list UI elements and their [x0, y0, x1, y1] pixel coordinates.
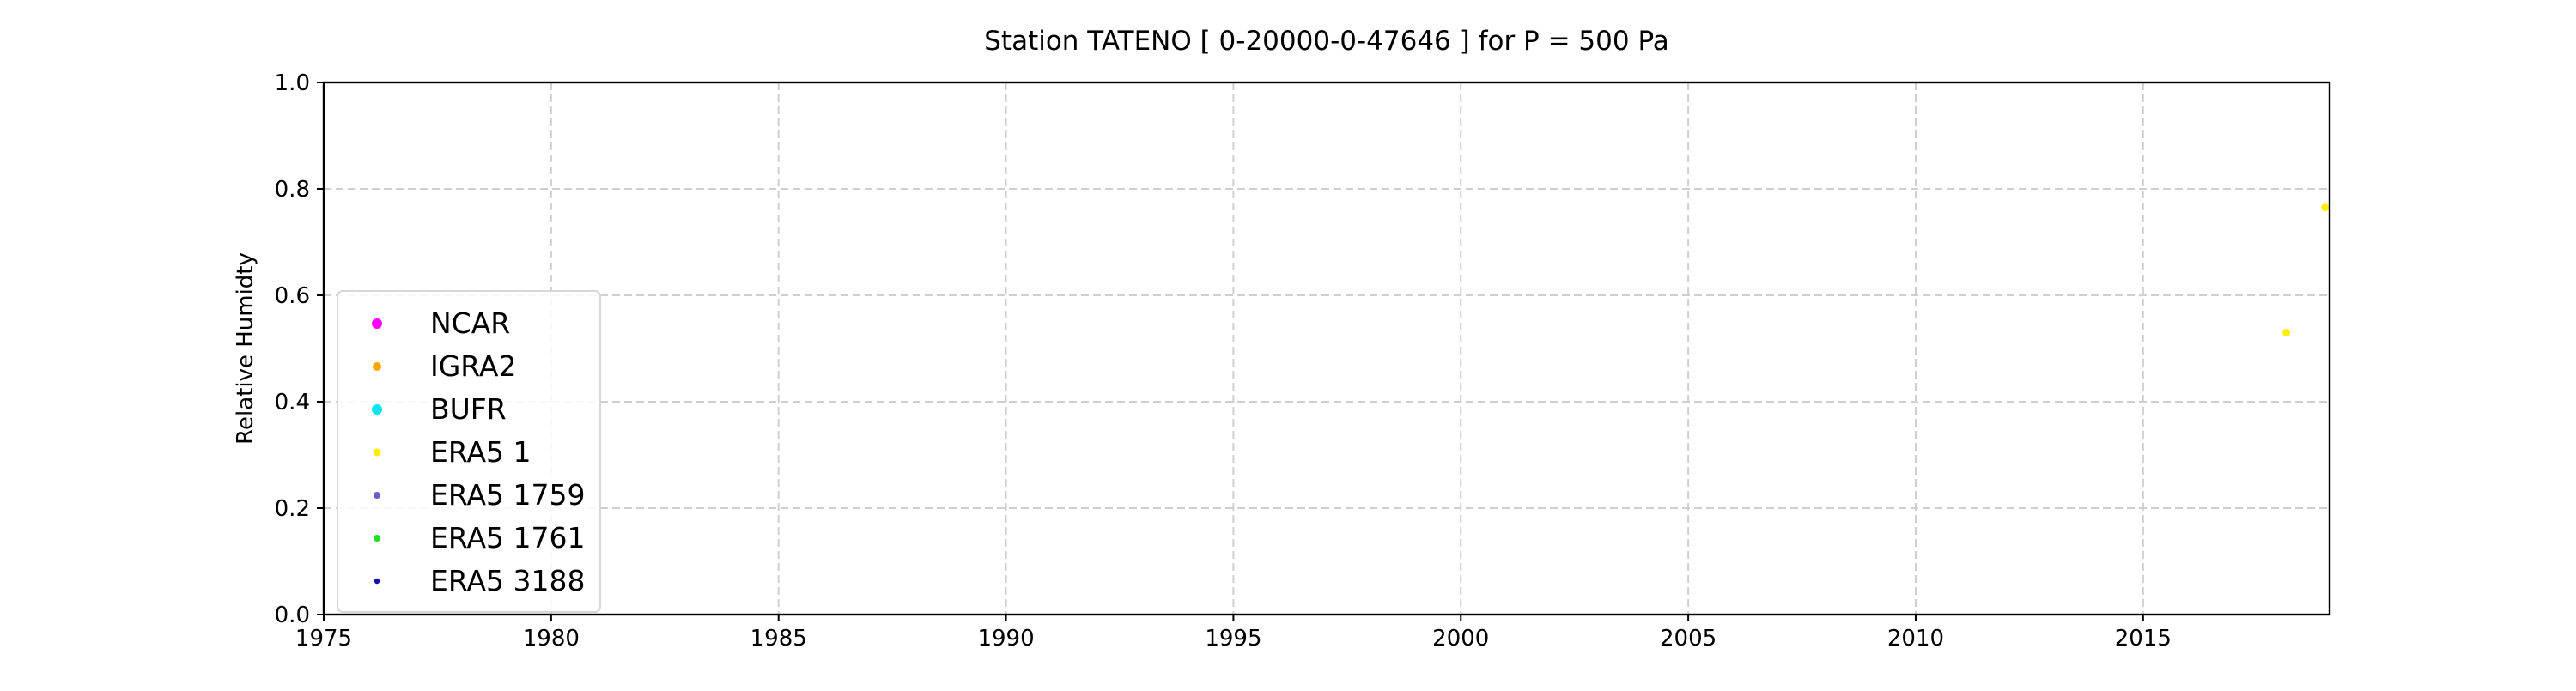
y-tick-label: 0.8 — [275, 177, 310, 203]
legend-box — [337, 290, 601, 613]
plot-area-frame — [322, 81, 2331, 616]
x-tick-label: 2010 — [1887, 626, 1944, 652]
legend-label: ERA5 1759 — [430, 478, 586, 512]
chart-title: Station TATENO [ 0-20000-0-47646 ] for P… — [984, 26, 1669, 57]
legend-marker — [373, 448, 381, 457]
legend-label: NCAR — [430, 306, 510, 340]
x-tick-label: 1995 — [1205, 626, 1261, 652]
x-tick-label: 1980 — [523, 626, 580, 652]
legend-marker — [372, 404, 382, 415]
data-points — [2282, 203, 2330, 336]
legend-marker — [374, 578, 380, 585]
y-tick-label: 0.0 — [275, 603, 310, 628]
y-tick-label: 0.4 — [275, 390, 310, 415]
x-tick-label: 1990 — [977, 626, 1034, 652]
legend-marker — [374, 492, 380, 499]
axis-ticks: 1975 1980 1985 1990 1995 2000 2005 2010 2015 0.0 0… — [275, 70, 2172, 652]
y-tick-label: 0.2 — [275, 496, 310, 522]
x-tick-label: 2015 — [2115, 626, 2172, 652]
data-point — [2282, 328, 2291, 336]
legend-label: IGRA2 — [430, 349, 516, 383]
x-tick-label: 1975 — [295, 626, 352, 652]
y-axis-label: Relative Humidty — [233, 252, 258, 445]
legend-marker — [372, 318, 382, 329]
x-tick-label: 2000 — [1432, 626, 1489, 652]
legend-label: ERA5 3188 — [430, 564, 586, 597]
y-tick-label: 1.0 — [275, 70, 310, 96]
legend-label: ERA5 1 — [430, 435, 532, 469]
x-tick-label: 2005 — [1660, 626, 1716, 652]
y-tick-label: 0.6 — [275, 283, 310, 309]
legend-marker — [373, 362, 381, 371]
data-point — [2321, 203, 2330, 212]
legend-marker — [374, 535, 380, 542]
grid-lines — [324, 82, 2330, 615]
x-tick-label: 1985 — [750, 626, 807, 652]
legend: NCAR IGRA2 BUFR ERA5 1 ERA5 1759 ERA5 1761 ERA… — [337, 290, 601, 613]
legend-label: BUFR — [430, 392, 507, 426]
legend-label: ERA5 1761 — [430, 521, 586, 555]
